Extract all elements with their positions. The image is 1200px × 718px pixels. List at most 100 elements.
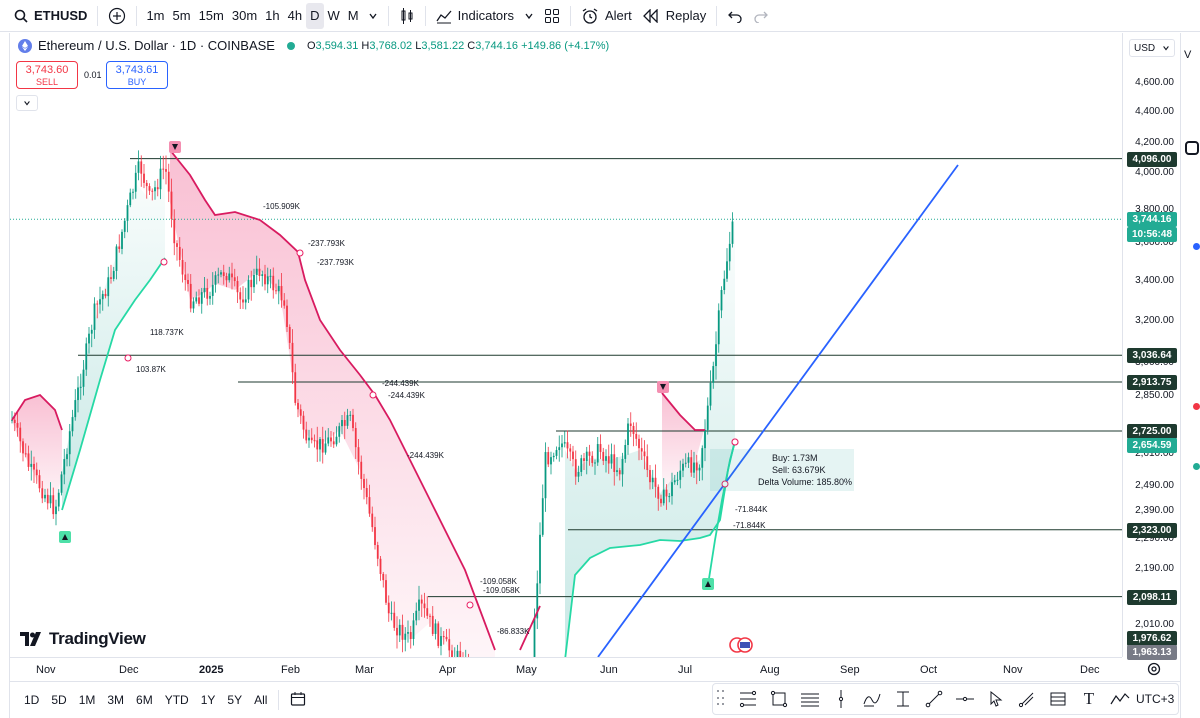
candle-body [330, 437, 332, 442]
symbol-title[interactable]: Ethereum / U.S. Dollar · 1D · COINBASE [38, 38, 275, 53]
sell-button[interactable]: 3,743.60 SELL [16, 61, 78, 89]
brush-tool-icon[interactable] [860, 687, 884, 711]
object-tree-icon[interactable] [1046, 687, 1070, 711]
candle-body [371, 513, 374, 528]
watchlist-edge[interactable]: V [1184, 49, 1192, 61]
candle-body [577, 471, 580, 477]
price-tag[interactable]: 1,963.13 [1127, 645, 1177, 660]
divider [136, 5, 138, 26]
candle-body [335, 436, 338, 445]
buy-button[interactable]: 3,743.61 BUY [106, 61, 168, 89]
interval-W[interactable]: W [327, 8, 340, 23]
interval-D[interactable]: D [306, 2, 324, 29]
range-1y[interactable]: 1Y [200, 693, 216, 707]
price-tag[interactable]: 3,036.64 [1127, 348, 1177, 364]
price-tag[interactable]: 3,744.16 [1127, 212, 1177, 228]
divider [716, 5, 718, 26]
range-5d[interactable]: 5D [51, 693, 67, 707]
time-axis[interactable]: Nov Dec 2025 Feb Mar Apr May Jun Jul Aug Sep Oct Nov… [10, 657, 1122, 681]
cursor-tool-icon[interactable] [984, 687, 1008, 711]
triangle-up-icon [62, 534, 68, 540]
range-1m[interactable]: 1M [78, 693, 96, 707]
price-tag[interactable]: 2,725.00 [1127, 424, 1177, 439]
horizontal-line-tool-icon[interactable] [953, 687, 977, 711]
trend-line[interactable] [597, 164, 959, 657]
ruler-tool-icon[interactable] [1015, 687, 1039, 711]
candle-body [99, 299, 101, 305]
price-tag[interactable]: 2,913.75 [1127, 374, 1177, 390]
range-6m[interactable]: 6M [136, 693, 153, 707]
candle-body [572, 451, 574, 460]
pattern-tool-icon[interactable] [1108, 687, 1132, 711]
band-lines [11, 149, 736, 657]
replay-button[interactable]: Replay [637, 0, 711, 32]
candle-body [187, 279, 189, 284]
horizontal-lines[interactable] [10, 158, 1122, 598]
trend-line-tool-icon[interactable] [922, 687, 946, 711]
undo-button[interactable] [722, 0, 748, 32]
candle-body [638, 438, 640, 449]
chart-pane[interactable]: -105.909K -237.793K -237.793K 118.737K 1… [10, 33, 1122, 657]
text-lines-tool-icon[interactable] [798, 687, 822, 711]
indicators-icon [436, 10, 452, 23]
candle-body [305, 429, 308, 441]
range-1d[interactable]: 1D [24, 693, 40, 707]
settings-button[interactable] [1146, 661, 1162, 677]
interval-1h[interactable]: 1h [265, 8, 280, 23]
interval-5m[interactable]: 5m [172, 8, 191, 23]
interval-dropdown[interactable] [363, 0, 383, 32]
range-3m[interactable]: 3M [107, 693, 125, 707]
chart-type-button[interactable] [394, 0, 420, 32]
candle-body [79, 386, 82, 388]
range-5y[interactable]: 5Y [227, 693, 243, 707]
currency-selector[interactable]: USD [1129, 39, 1175, 57]
interval-15m[interactable]: 15m [198, 8, 224, 23]
compare-button[interactable] [103, 0, 131, 32]
price-tag[interactable]: 1,976.62 [1127, 631, 1177, 646]
price-tag[interactable]: 2,654.59 [1127, 438, 1177, 454]
alert-button[interactable]: Alert [576, 0, 637, 32]
rectangle-tool-icon[interactable] [767, 687, 791, 711]
legend-collapse-button[interactable] [16, 95, 38, 111]
candle-body [294, 372, 297, 403]
templates-button[interactable] [539, 0, 565, 32]
candle-body [720, 289, 723, 311]
candle-body [38, 475, 41, 489]
interval-30m[interactable]: 30m [231, 8, 258, 23]
price-range-tool-icon[interactable] [891, 687, 915, 711]
tradingview-logo[interactable]: TradingView [20, 629, 146, 649]
candle-body [107, 277, 110, 297]
chart-canvas[interactable] [10, 33, 1122, 657]
timezone-label[interactable]: UTC+3 [1136, 692, 1175, 706]
drag-handle[interactable] [717, 690, 725, 708]
price-tag[interactable]: 10:56:48 [1127, 227, 1177, 243]
price-tag[interactable]: 4,096.00 [1127, 151, 1177, 167]
price-tag[interactable]: 2,323.00 [1127, 522, 1177, 538]
fib-tool-icon[interactable] [736, 687, 760, 711]
range-ytd[interactable]: YTD [164, 693, 189, 707]
events-icon[interactable] [728, 636, 754, 654]
interval-M[interactable]: M [347, 8, 359, 23]
redo-button[interactable] [748, 0, 774, 32]
interval-4h[interactable]: 4h [287, 8, 303, 23]
time-tick: Oct [920, 664, 938, 676]
candle-body [607, 456, 610, 464]
price-axis[interactable]: USD 4,600.00 4,400.00 4,200.00 4,000.00 3,80… [1122, 33, 1180, 660]
range-all[interactable]: All [254, 693, 268, 707]
candle-body [225, 276, 228, 281]
vertical-line-tool-icon[interactable] [829, 687, 853, 711]
candle-body [118, 246, 121, 249]
price-tag[interactable]: 2,098.11 [1127, 589, 1177, 605]
indicators-button[interactable]: Indicators [431, 0, 519, 32]
goto-date-button[interactable] [284, 691, 312, 710]
interval-1m[interactable]: 1m [146, 8, 165, 23]
candle-body [283, 300, 286, 306]
indicators-dropdown[interactable] [519, 0, 539, 32]
candle-body [57, 492, 60, 507]
candle-body [145, 182, 148, 187]
text-tool-icon[interactable]: T [1083, 689, 1095, 708]
candle-body [71, 417, 74, 432]
band-point [160, 258, 168, 266]
symbol-search[interactable]: ETHUSD [0, 0, 92, 32]
candle-body [552, 455, 555, 458]
